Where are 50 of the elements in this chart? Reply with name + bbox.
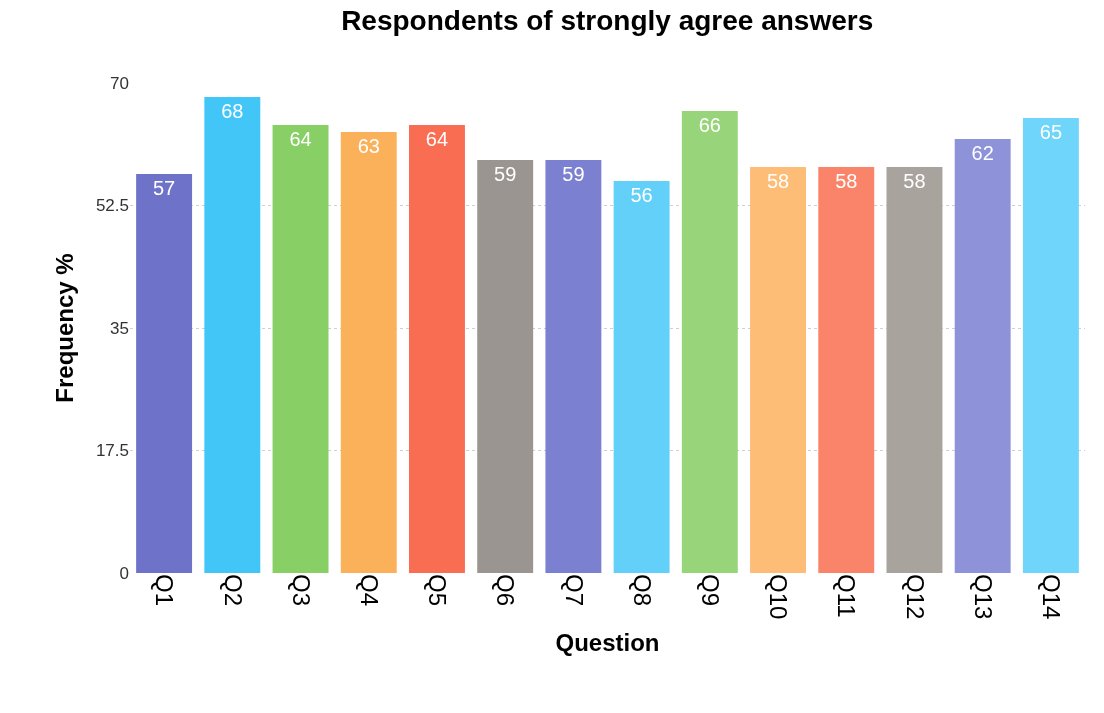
bar (545, 160, 602, 573)
x-tick-label: Q2 (219, 574, 247, 607)
data-label: 64 (425, 128, 449, 150)
data-label: 68 (221, 100, 244, 122)
bar (886, 167, 943, 573)
data-label: 62 (971, 142, 994, 164)
x-tick-label: Q8 (628, 574, 656, 607)
bar (1022, 118, 1079, 573)
y-tick-label: 70 (110, 73, 129, 93)
x-tick-label: Q5 (424, 574, 452, 607)
y-tick-label: 17.5 (95, 441, 129, 461)
data-label: 59 (494, 163, 517, 185)
data-label: 65 (1039, 121, 1063, 143)
x-tick-label: Q4 (355, 574, 383, 607)
x-tick-label: Q14 (1038, 574, 1066, 620)
bar (613, 181, 670, 573)
data-label: 63 (357, 135, 380, 157)
data-label: 58 (903, 170, 926, 192)
x-tick-label: Q7 (560, 574, 588, 607)
bar (477, 160, 534, 573)
x-tick-label: Q9 (697, 574, 725, 607)
bar (272, 125, 329, 573)
data-label: 58 (835, 170, 858, 192)
y-axis-title: Frequency % (51, 253, 79, 403)
bar (340, 132, 397, 573)
x-tick-label: Q6 (492, 574, 520, 607)
data-label: 58 (766, 170, 790, 192)
x-tick-label: Q12 (901, 574, 929, 620)
x-tick-label: Q3 (287, 574, 315, 607)
bar (136, 174, 193, 573)
data-label: 64 (289, 128, 312, 150)
y-tick-label: 52.5 (95, 196, 129, 216)
data-label: 57 (152, 177, 176, 199)
y-tick-label: 0 (119, 563, 129, 583)
x-axis-title: Question (555, 628, 660, 656)
x-tick-label: Q11 (833, 574, 861, 618)
bar (818, 167, 875, 573)
x-tick-label: Q10 (765, 574, 793, 620)
data-label: 56 (630, 184, 653, 206)
x-tick-label: Q13 (969, 574, 997, 620)
bar (204, 97, 261, 573)
y-tick-label: 35 (110, 318, 129, 338)
bar (409, 125, 465, 573)
x-tick-label: Q1 (151, 574, 179, 607)
bar (681, 111, 738, 573)
bar (954, 139, 1011, 573)
bar (750, 167, 806, 573)
data-label: 66 (698, 114, 721, 136)
chart-title: Respondents of strongly agree answers (341, 5, 874, 37)
data-label: 59 (562, 163, 585, 185)
